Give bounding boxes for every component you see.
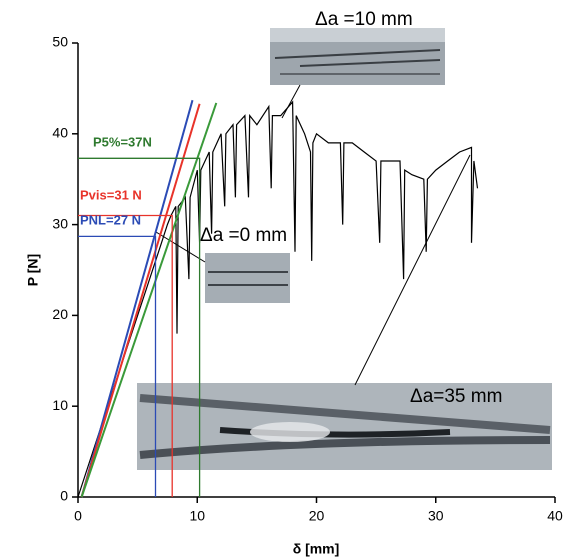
y-tick-label: 50	[52, 34, 68, 50]
inset-photo-0mm	[205, 253, 290, 303]
y-tick-label: 20	[52, 306, 68, 322]
load-curve	[77, 100, 479, 498]
annotation: Δa =0 mm	[200, 225, 287, 246]
y-tick-label: 10	[52, 397, 68, 413]
inset-photo-35mm	[137, 383, 552, 470]
x-tick-label: 20	[309, 508, 325, 524]
inset-photo-10mm	[270, 28, 445, 85]
reference-line	[80, 99, 194, 498]
annotation: Pvis=31 N	[80, 187, 142, 202]
annotation: Δa =10 mm	[315, 9, 413, 30]
x-tick-label: 10	[189, 508, 205, 524]
reference-line	[80, 103, 201, 498]
x-axis-label: δ [mm]	[293, 541, 340, 557]
annotation: P5%=37N	[93, 134, 152, 149]
annotation: Δa=35 mm	[410, 386, 502, 407]
reference-line	[78, 235, 157, 497]
reference-line	[80, 102, 218, 498]
y-tick-label: 40	[52, 125, 68, 141]
reference-line	[78, 214, 173, 497]
leader-lines	[155, 84, 471, 386]
y-tick-label: 30	[52, 215, 68, 231]
annotation: PNL=27 N	[80, 212, 141, 227]
x-tick-label: 40	[547, 508, 563, 524]
x-tick-label: 30	[428, 508, 444, 524]
reference-line	[78, 157, 201, 497]
y-tick-label: 0	[60, 488, 68, 504]
x-tick-label: 0	[74, 508, 82, 524]
y-axis-label: P [N]	[25, 254, 41, 286]
